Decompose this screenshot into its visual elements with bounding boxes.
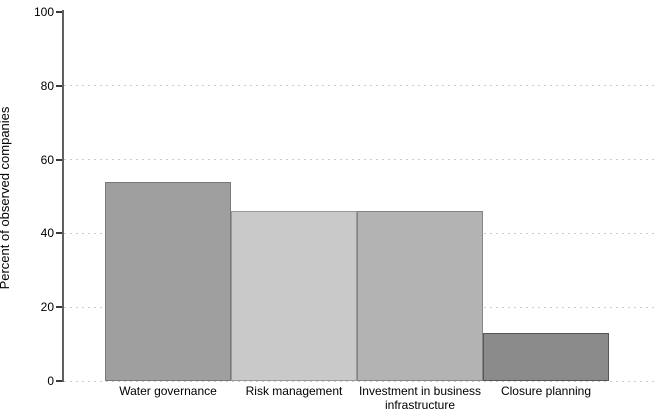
y-axis-line — [62, 10, 64, 382]
gridline-80 — [64, 85, 657, 87]
y-tick-mark-20 — [56, 306, 62, 309]
gridline-0 — [64, 380, 657, 382]
gridline-60 — [64, 159, 657, 161]
bar-risk-management — [231, 211, 357, 381]
y-tick-label-40: 40 — [40, 226, 54, 241]
x-category-label-investment-in-business-infrastructure: Investment in business infrastructure — [358, 384, 482, 412]
y-tick-mark-0 — [56, 380, 62, 382]
y-tick-label-0: 0 — [47, 374, 54, 388]
y-tick-label-80: 80 — [40, 78, 54, 93]
y-tick-label-20: 20 — [40, 300, 54, 315]
bar-closure-planning — [483, 333, 609, 381]
bar-investment-in-business-infrastructure — [357, 211, 483, 381]
x-category-label-water-governance: Water governance — [119, 384, 217, 398]
y-tick-mark-40 — [56, 232, 62, 235]
x-category-label-risk-management: Risk management — [245, 384, 343, 398]
y-tick-mark-100 — [56, 11, 62, 13]
y-tick-mark-80 — [56, 84, 62, 87]
y-tick-label-60: 60 — [40, 152, 54, 167]
bar-water-governance — [105, 182, 231, 381]
y-tick-mark-60 — [56, 158, 62, 161]
y-tick-label-100: 100 — [33, 5, 54, 19]
x-category-label-closure-planning: Closure planning — [500, 384, 592, 398]
